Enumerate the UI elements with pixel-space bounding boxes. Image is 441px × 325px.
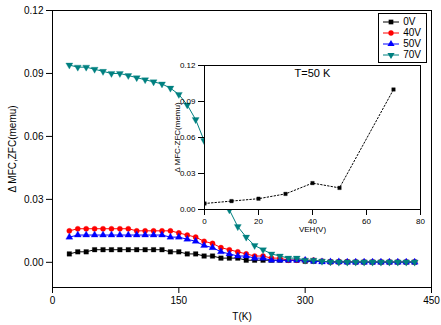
svg-text:0.00: 0.00 [24,257,44,268]
svg-text:T=50 K: T=50 K [295,67,331,79]
svg-text:450: 450 [423,295,440,306]
svg-text:0: 0 [202,217,207,226]
svg-text:T(K): T(K) [232,311,251,322]
html-text:50V: 50V [403,38,421,49]
svg-text:0.03: 0.03 [24,194,44,205]
svg-text:Δ MFC,ZFC(memu): Δ MFC,ZFC(memu) [7,105,18,192]
svg-text:Δ MFC-ZFC(memu): Δ MFC-ZFC(memu) [173,102,182,173]
svg-text:0.03: 0.03 [180,169,196,178]
svg-text:0.06: 0.06 [180,133,196,142]
svg-text:0: 0 [50,295,56,306]
svg-text:300: 300 [297,295,314,306]
html-text:70V: 70V [403,49,421,60]
svg-text:0.09: 0.09 [24,68,44,79]
svg-text:0.00: 0.00 [180,205,196,214]
svg-text:60: 60 [362,217,371,226]
svg-text:0.09: 0.09 [180,97,196,106]
svg-text:80: 80 [416,217,425,226]
svg-text:150: 150 [170,295,187,306]
html-text:40V: 40V [403,27,421,38]
svg-text:40: 40 [308,217,317,227]
svg-text:20: 20 [254,217,263,226]
svg-text:0.12: 0.12 [180,61,196,70]
svg-text:0.06: 0.06 [24,131,44,142]
svg-text:VEH(V): VEH(V) [299,225,326,234]
svg-text:0.12: 0.12 [24,5,44,16]
html-text:0V: 0V [403,16,416,27]
